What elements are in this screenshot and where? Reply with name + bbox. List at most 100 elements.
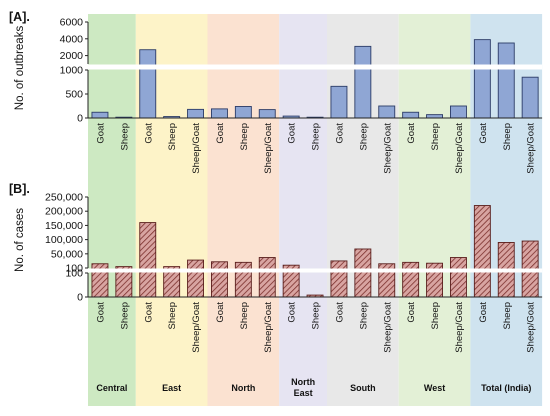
x-tick-label: Sheep/Goat [263,123,274,174]
x-tick-label: Goat [143,302,154,323]
region-labels: Central East North North East South West Total … [96,377,531,398]
y-tick-label: 100,000 [45,234,83,246]
x-tick-label: Sheep [358,123,369,150]
x-tick-label: Sheep [311,123,322,150]
region-backgrounds [88,14,543,406]
y-tick-label: 50,000 [51,248,83,260]
bar [497,42,515,119]
x-tick-label: Sheep/Goat [526,123,537,174]
bar [402,111,420,119]
region-label: South [350,383,376,393]
x-tick-label: Goat [478,302,489,323]
x-tick-label: Sheep/Goat [191,123,202,174]
x-tick-label: Goat [478,123,489,144]
y-axis-label: No. of outbreaks [14,26,26,111]
x-tick-label: Sheep [311,302,322,329]
x-tick-label: Sheep [430,302,441,329]
x-tick-label: Sheep [119,302,130,329]
x-tick-label: Sheep/Goat [191,302,202,353]
x-tick-label: Sheep [502,123,513,150]
bar [210,261,228,298]
region-label: Central [96,383,127,393]
y-tick-label: 2000 [60,50,84,62]
x-tick-label: Sheep/Goat [382,302,393,353]
bar [210,108,228,119]
bar [473,205,491,298]
y-tick-label: 100 [65,263,83,275]
bar [473,39,491,119]
y-tick-label: 150,000 [45,220,83,232]
x-tick-label: Sheep [502,302,513,329]
panel-label: [B]. [9,182,30,196]
y-tick-label: 100 [65,268,83,280]
x-tick-label: Goat [143,123,154,144]
bar [187,259,205,298]
y-tick-label: 0 [77,113,83,125]
bar [378,105,396,119]
bar [258,257,276,298]
x-tick-label: Goat [406,302,417,323]
region-bg-3 [279,14,327,406]
bar [187,108,205,119]
bar [426,262,443,298]
x-tick-label: Goat [334,123,345,144]
x-tick-label: Sheep [167,123,178,150]
region-label: West [424,383,445,393]
x-tick-label: Sheep [239,123,250,150]
y-tick-label: 500 [65,89,83,101]
x-tick-label: Goat [95,302,106,323]
bar [258,109,276,119]
x-tick-label: Goat [287,123,298,144]
axis-break-gap [84,64,543,70]
x-tick-label: Sheep/Goat [382,123,393,174]
region-label: Total (India) [481,383,531,393]
bar [330,260,348,298]
region-bg-5 [398,14,471,406]
x-tick-label: Sheep [430,123,441,150]
y-tick-label: 6000 [60,17,84,29]
x-tick-label: Goat [406,123,417,144]
y-tick-label: 0 [77,292,83,304]
bar [139,49,157,119]
region-label: North [231,383,255,393]
x-tick-label: Goat [334,302,345,323]
bar [354,45,372,119]
panel-a: Goat Sheep Goat Sheep Sheep/Goat Goat Sheep She… [9,10,543,174]
region-bg-2 [207,14,280,406]
panel-label: [A]. [9,10,30,24]
bar [402,261,420,298]
x-tick-label: Sheep [358,302,369,329]
region-bg-0 [88,14,136,406]
bar [521,76,539,119]
y-axis-label: No. of cases [14,208,26,272]
x-tick-label: Goat [95,123,106,144]
x-tick-label: Sheep/Goat [526,302,537,353]
x-tick-label: Goat [215,123,226,144]
bar [91,111,109,119]
x-tick-label: Sheep/Goat [263,302,274,353]
x-tick-label: Sheep/Goat [454,123,465,174]
x-tick-label: Sheep [167,302,178,329]
y-tick-label: 1000 [60,65,84,77]
y-tick-label: 4000 [60,33,84,45]
bar [330,85,348,119]
x-tick-label: Goat [215,302,226,323]
bar [450,257,467,298]
bar [426,114,443,119]
bar [450,105,467,119]
bar [234,261,252,298]
y-tick-label: 200,000 [45,206,83,218]
x-tick-label: Sheep/Goat [454,302,465,353]
bar [139,222,157,298]
x-tick-label: Goat [287,302,298,323]
region-label: East [162,383,181,393]
region-label: North East [291,377,315,398]
bar [354,248,372,298]
y-tick-label: 250,000 [45,192,83,204]
x-tick-label: Sheep [119,123,130,150]
x-tick-label: Sheep [239,302,250,329]
axis-break-gap [84,268,543,273]
panel-b: Goat Sheep Goat Sheep Sheep/Goat Goat Sheep She… [9,182,543,353]
